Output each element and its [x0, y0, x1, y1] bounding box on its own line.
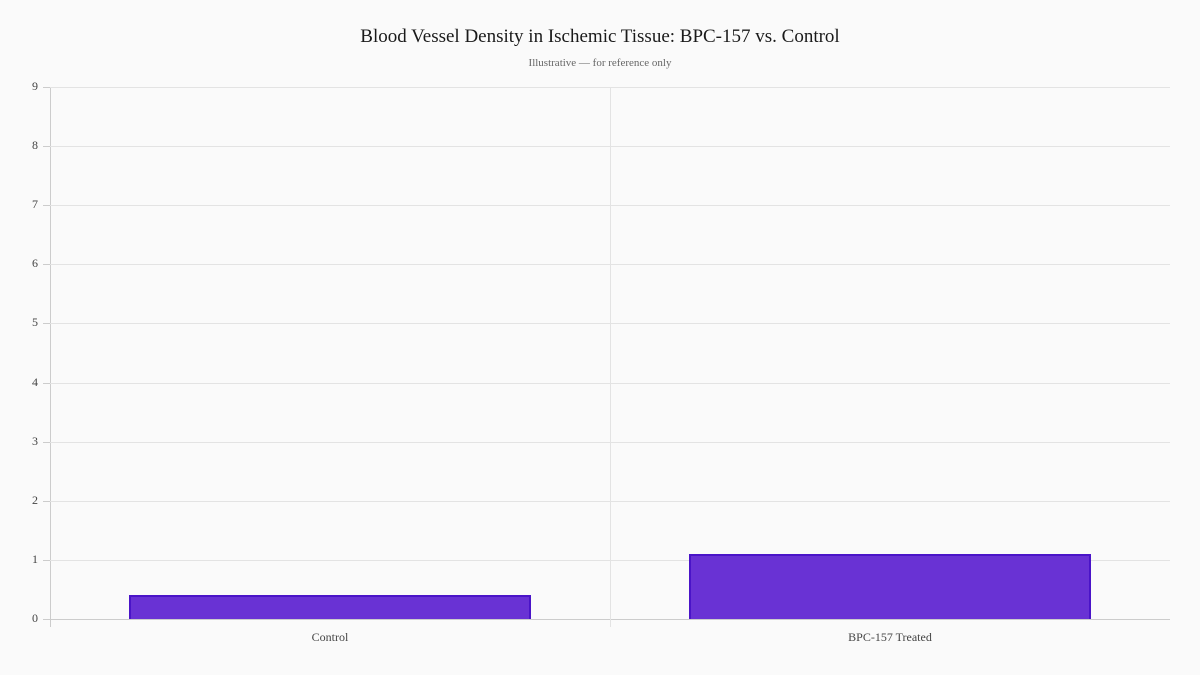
y-tick-mark — [43, 500, 50, 502]
y-tick-mark — [43, 205, 50, 207]
gridline — [50, 205, 1170, 207]
gridline — [50, 441, 1170, 443]
y-tick-label: 1 — [32, 551, 38, 566]
gridline — [50, 382, 1170, 384]
y-tick-label: 0 — [32, 611, 38, 625]
y-tick-label: 3 — [32, 433, 38, 448]
y-tick-label: 5 — [32, 315, 38, 330]
y-tick-mark — [43, 146, 50, 148]
y-tick-label: 7 — [32, 197, 38, 212]
bar-bpc-157-treated — [689, 553, 1091, 619]
category-divider — [610, 87, 611, 627]
gridline — [50, 323, 1170, 325]
x-tick-label: Control — [311, 630, 349, 644]
gridline — [50, 500, 1170, 502]
y-tick-label: 6 — [32, 256, 38, 271]
gridline — [50, 559, 1170, 561]
plot-area: 0 1 2 3 4 5 6 7 8 9 Control BPC-157 Treated — [32, 79, 1170, 644]
y-tick-mark — [43, 87, 50, 88]
y-tick-label: 4 — [32, 374, 38, 389]
gridline — [50, 87, 1170, 88]
y-tick-mark — [43, 441, 50, 443]
y-tick-mark — [43, 559, 50, 561]
y-tick-mark — [43, 323, 50, 325]
y-tick-label: 2 — [32, 492, 38, 507]
gridline — [50, 264, 1170, 266]
y-tick-mark — [43, 264, 50, 266]
chart-subtitle: Illustrative — for reference only — [528, 57, 672, 69]
y-tick-mark — [43, 382, 50, 384]
x-tick-label: BPC-157 Treated — [848, 630, 932, 644]
gridline — [50, 146, 1170, 148]
bar-control — [129, 595, 531, 619]
chart-title: Blood Vessel Density in Ischemic Tissue:… — [360, 26, 840, 47]
y-tick-mark — [43, 619, 50, 620]
y-axis-line — [50, 87, 51, 627]
y-tick-label: 8 — [32, 138, 38, 153]
y-tick-label: 9 — [32, 79, 38, 93]
